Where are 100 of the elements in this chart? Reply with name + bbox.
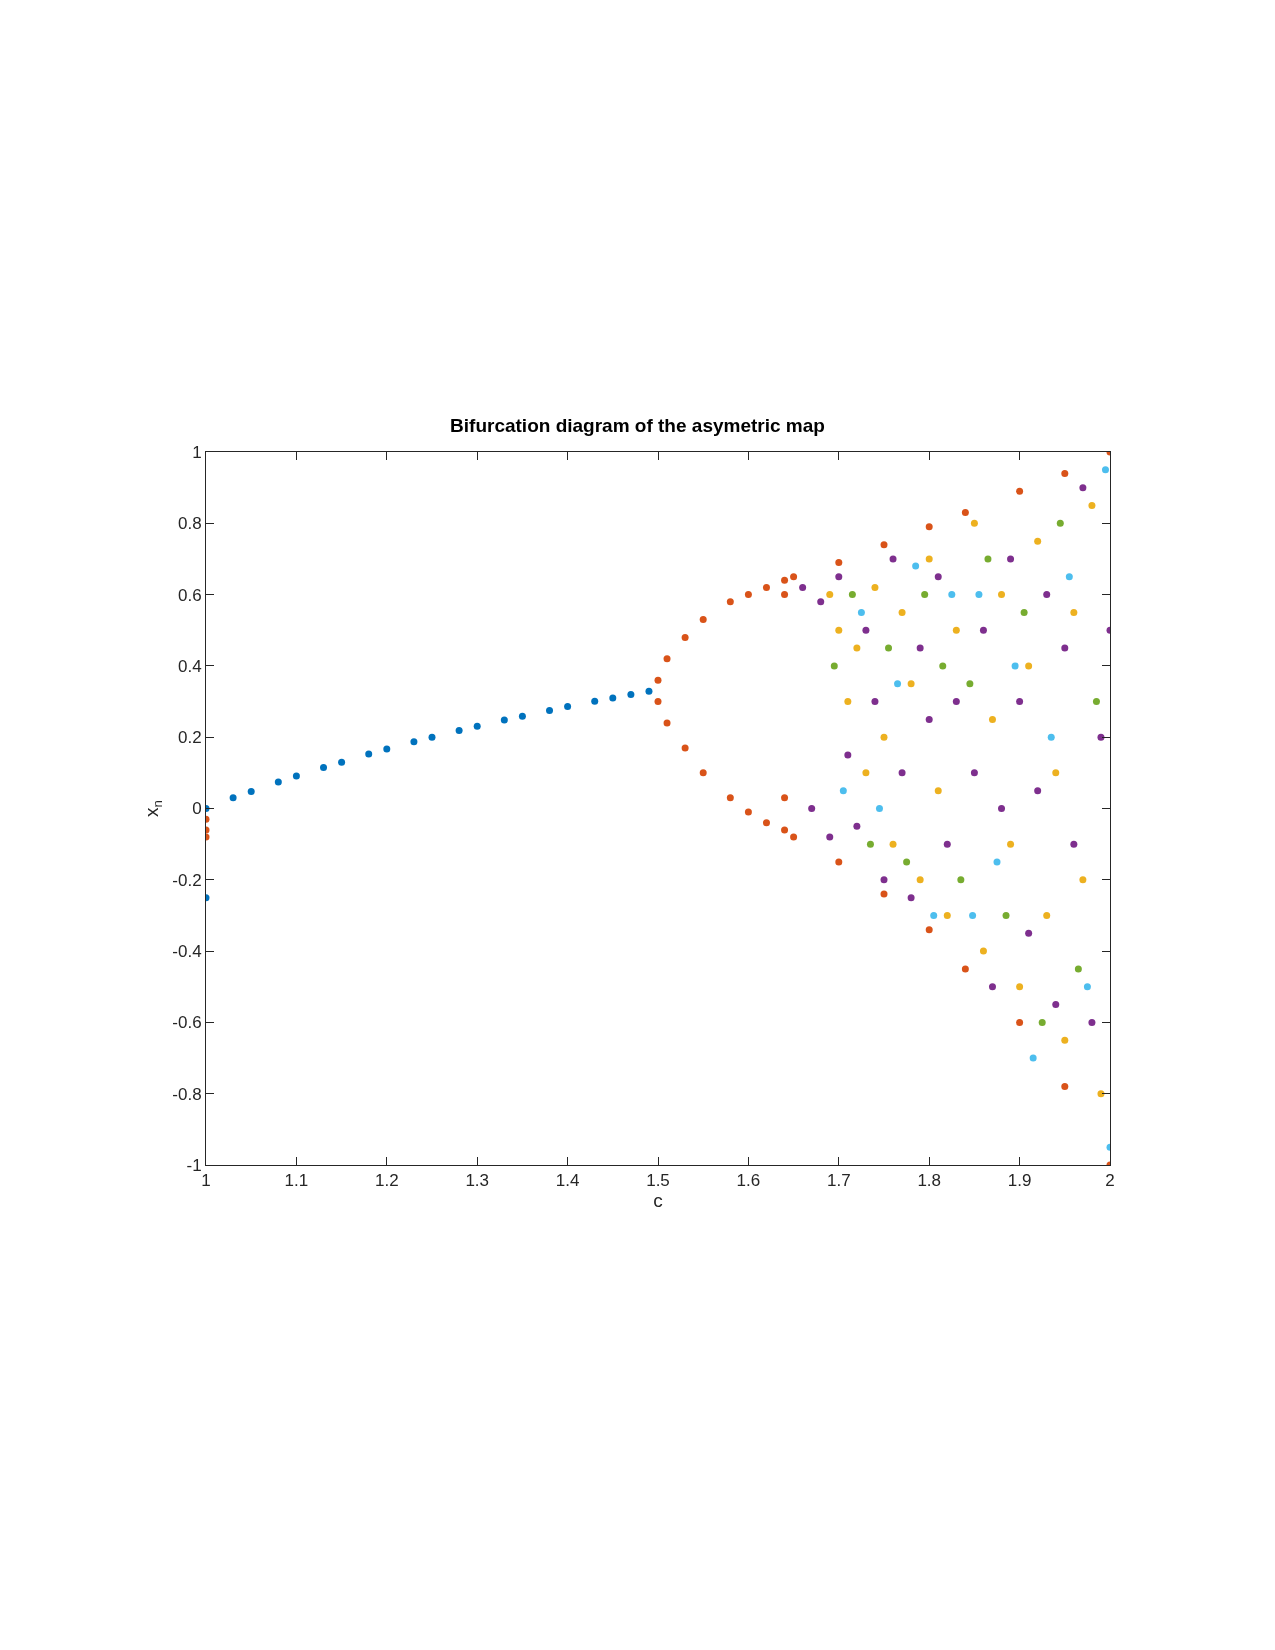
point — [1079, 876, 1087, 884]
point — [1061, 1036, 1069, 1044]
point — [1070, 608, 1078, 616]
point — [781, 826, 789, 834]
point — [410, 738, 418, 746]
y-tick-label: 0.8 — [177, 514, 202, 534]
point — [790, 573, 798, 581]
point — [1061, 1083, 1069, 1091]
point — [966, 680, 974, 688]
point — [1025, 662, 1033, 670]
point — [934, 787, 942, 795]
x-tick-label: 1.1 — [284, 1171, 309, 1191]
point — [681, 744, 689, 752]
point — [1092, 698, 1100, 706]
point — [857, 608, 865, 616]
point — [835, 559, 843, 567]
point — [1052, 769, 1060, 777]
point — [826, 833, 834, 841]
point — [1029, 1054, 1037, 1062]
point — [1083, 983, 1091, 991]
point — [654, 698, 662, 706]
point — [939, 662, 947, 670]
point — [428, 733, 436, 741]
point — [1016, 983, 1024, 991]
point — [1056, 519, 1064, 527]
x-tick-label: 1.6 — [736, 1171, 761, 1191]
point — [880, 876, 888, 884]
point — [229, 794, 237, 802]
point — [921, 591, 929, 599]
point — [875, 805, 883, 812]
point — [979, 947, 987, 955]
y-tick-label: -0.8 — [172, 1084, 202, 1104]
point — [808, 805, 816, 812]
point — [247, 787, 255, 795]
point — [961, 965, 969, 973]
point — [880, 541, 888, 549]
point — [880, 890, 888, 898]
point — [848, 591, 856, 599]
point — [663, 719, 671, 727]
point — [993, 858, 1001, 866]
point — [952, 698, 960, 706]
point — [1065, 573, 1073, 581]
point — [455, 726, 463, 734]
point — [1101, 466, 1109, 474]
x-tick-label: 1.9 — [1007, 1171, 1032, 1191]
point — [871, 698, 879, 706]
point — [274, 778, 282, 786]
point — [930, 911, 938, 919]
point — [681, 633, 689, 641]
x-axis-title: c — [653, 1190, 663, 1212]
point — [952, 626, 960, 634]
point — [1007, 840, 1015, 848]
y-tick-label: -0.4 — [172, 942, 202, 962]
point — [894, 680, 902, 688]
x-tick-label: 1.3 — [465, 1171, 490, 1191]
point — [292, 772, 300, 780]
point — [1061, 469, 1069, 477]
point — [1097, 1090, 1105, 1098]
point — [518, 712, 526, 720]
point — [799, 583, 807, 591]
point — [889, 840, 897, 848]
point — [1043, 911, 1051, 919]
point — [844, 698, 852, 706]
point — [781, 794, 789, 802]
y-tick-label: 0.6 — [177, 585, 202, 605]
point — [762, 819, 770, 827]
point — [898, 769, 906, 777]
point — [1034, 787, 1042, 795]
point — [988, 715, 996, 723]
point — [564, 703, 572, 711]
point — [975, 591, 983, 599]
point — [889, 555, 897, 563]
point — [591, 697, 599, 705]
point — [546, 706, 554, 714]
point — [984, 555, 992, 563]
point — [844, 751, 852, 759]
point — [871, 583, 879, 591]
point — [1079, 484, 1087, 492]
point — [1052, 1001, 1060, 1009]
point — [762, 583, 770, 591]
point — [645, 687, 653, 695]
chart-title: Bifurcation diagram of the asymetric map — [450, 415, 825, 436]
y-tick-label: 0.4 — [177, 656, 202, 676]
point — [726, 598, 734, 606]
point — [699, 616, 707, 624]
point — [1070, 840, 1078, 848]
x-tick-label: 1.4 — [555, 1171, 580, 1191]
y-tick-label: 0.2 — [177, 728, 202, 748]
point — [654, 676, 662, 684]
point — [726, 794, 734, 802]
point — [898, 608, 906, 616]
point — [925, 523, 933, 531]
point — [1007, 555, 1015, 563]
point — [383, 745, 391, 753]
point — [1020, 608, 1028, 616]
point — [853, 644, 861, 652]
point — [1088, 501, 1096, 509]
point — [862, 769, 870, 777]
point — [970, 769, 978, 777]
point — [500, 716, 508, 724]
